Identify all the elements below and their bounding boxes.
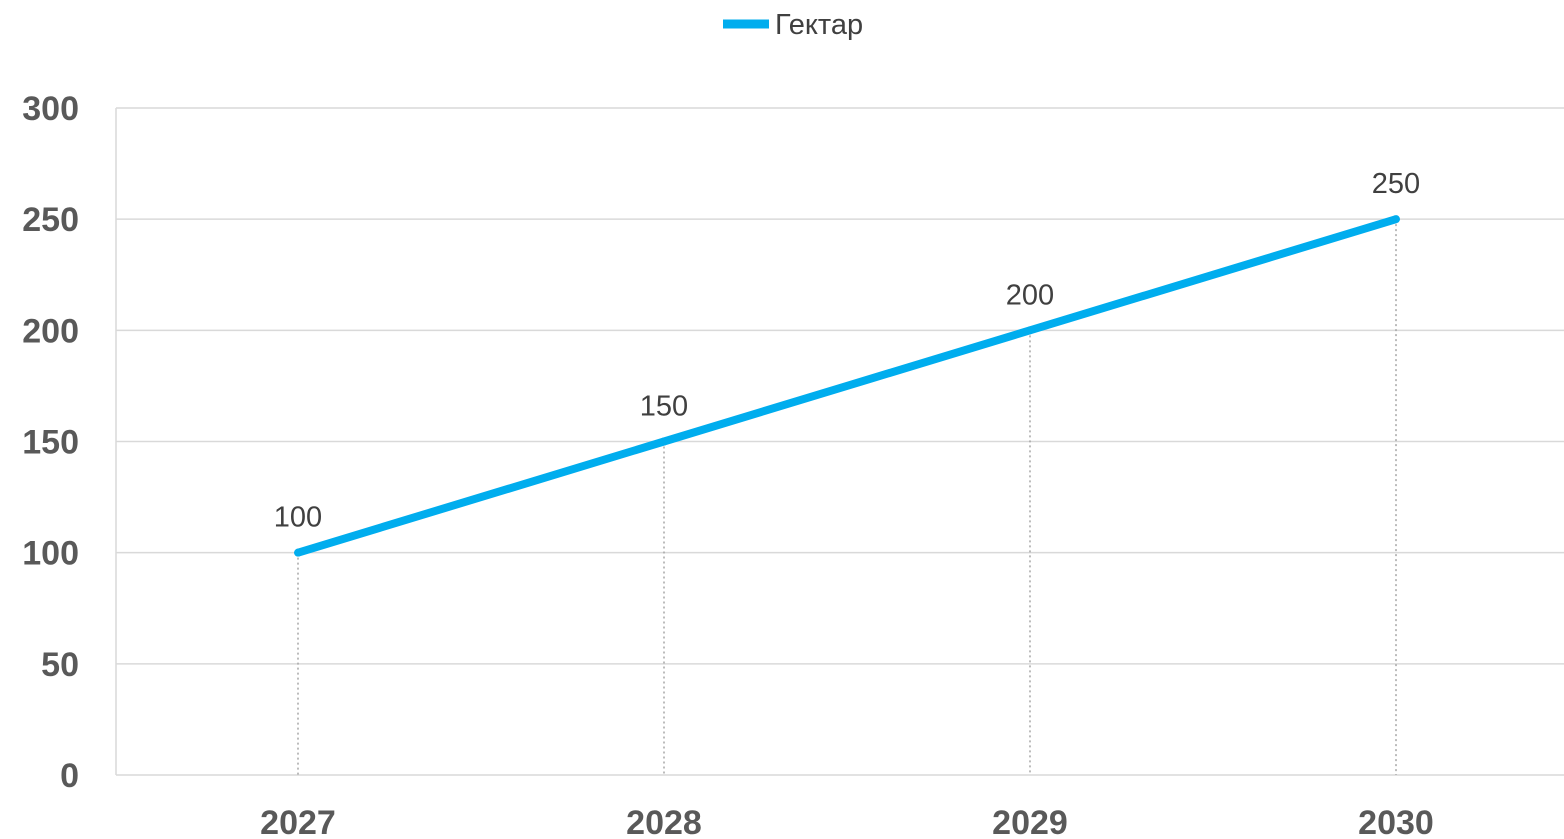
data-point-2029 [1026, 326, 1034, 335]
legend-label-hektar: Гектар [775, 9, 863, 41]
x-tick-label-2029: 2029 [992, 804, 1068, 839]
data-label-2029: 200 [1006, 279, 1054, 311]
x-axis: 2027 2028 2029 2030 [260, 804, 1434, 839]
x-tick-label-2027: 2027 [260, 804, 336, 839]
x-tick-label-2030: 2030 [1358, 804, 1434, 839]
data-point-2027 [294, 548, 302, 557]
y-tick-label-50: 50 [41, 646, 79, 684]
data-label-2027: 100 [274, 502, 322, 534]
data-point-2030 [1392, 215, 1400, 224]
data-label-2030: 250 [1372, 168, 1420, 200]
gridlines [115, 107, 1564, 776]
y-tick-label-200: 200 [22, 312, 79, 350]
legend: Гектар [723, 9, 863, 41]
data-point-2028 [660, 437, 668, 446]
series-hektar [294, 215, 1400, 557]
y-tick-label-100: 100 [22, 535, 79, 573]
data-label-2028: 150 [640, 391, 688, 423]
y-tick-label-250: 250 [22, 201, 79, 239]
series-line-hektar [296, 215, 1398, 557]
y-tick-label-150: 150 [22, 424, 79, 462]
y-tick-label-300: 300 [22, 90, 79, 128]
data-labels: 100 150 200 250 [274, 168, 1420, 534]
x-tick-label-2028: 2028 [626, 804, 702, 839]
drop-lines [297, 219, 1397, 775]
y-axis: 0 50 100 150 200 250 300 [22, 90, 79, 795]
y-tick-label-0: 0 [60, 757, 79, 795]
